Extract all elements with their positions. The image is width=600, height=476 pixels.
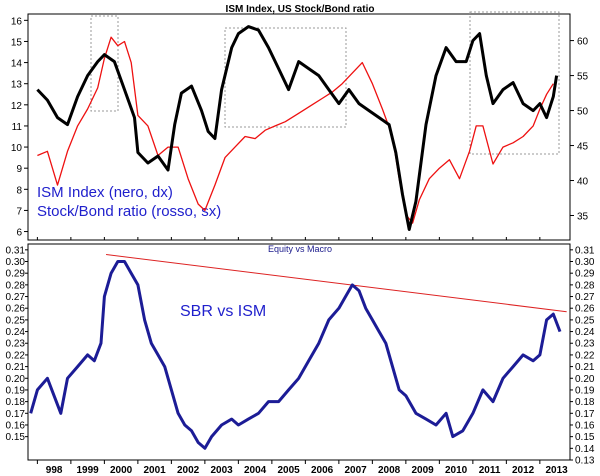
top-left-tick-label: 9 (16, 164, 22, 175)
x-tick-label: 2006 (311, 465, 334, 476)
top-left-tick-label: 7 (16, 206, 22, 217)
bottom-left-tick-label: 0.22 (6, 350, 26, 361)
x-tick-label: 2012 (512, 465, 535, 476)
x-tick-label: 2002 (177, 465, 200, 476)
top-left-axis: 6 7 8 9 10 11 12 13 14 15 16 (11, 16, 28, 239)
bottom-right-tick-label: 0.17 (575, 409, 595, 420)
top-left-tick-label: 13 (11, 80, 23, 91)
top-left-tick-label: 11 (12, 122, 23, 133)
x-tick-label: 998 (46, 465, 63, 476)
bottom-chart-title: Equity vs Macro (268, 244, 332, 254)
ism-index-line (36, 25, 559, 231)
bottom-right-tick-label: 0.29 (575, 269, 595, 280)
top-right-tick-label: 50 (577, 107, 589, 118)
bottom-right-tick-label: 0.27 (575, 292, 595, 303)
x-tick-label: 2004 (244, 465, 267, 476)
bottom-right-tick-label: 0.18 (575, 397, 595, 408)
top-left-tick-label: 12 (11, 101, 23, 112)
bottom-left-tick-label: 0.17 (6, 409, 26, 420)
top-series-group (36, 25, 559, 231)
annotation-sbr-vs-ism: SBR vs ISM (180, 303, 266, 320)
top-right-tick-label: 40 (577, 177, 589, 188)
bottom-right-tick-label: 0.30 (575, 257, 595, 268)
annotation-stock-bond: Stock/Bond ratio (rosso, sx) (37, 203, 221, 220)
bottom-left-tick-label: 0.25 (6, 315, 26, 326)
bottom-left-tick-label: 0.30 (6, 257, 26, 268)
top-right-tick-label: 55 (577, 72, 589, 83)
bottom-left-tick-label: 0.15 (6, 432, 26, 443)
sbr-vs-ism-line (29, 260, 562, 450)
x-tick-label: 2008 (378, 465, 401, 476)
x-tick-label: 1999 (77, 465, 100, 476)
bottom-left-tick-label: 0.23 (6, 339, 26, 350)
stock-bond-ratio-line (37, 36, 554, 224)
bottom-right-tick-label: 0.28 (575, 280, 595, 291)
bottom-left-tick-label: 0.21 (6, 362, 26, 373)
bottom-right-tick-label: 0.25 (575, 315, 595, 326)
top-right-axis: 35 40 45 50 55 60 (570, 37, 589, 223)
bottom-left-tick-label: 0.31 (6, 245, 26, 256)
bottom-left-tick-label: 0.16 (6, 420, 26, 431)
bottom-right-tick-label: 0.26 (575, 304, 595, 315)
top-chart-title: ISM Index, US Stock/Bond ratio (226, 4, 375, 15)
x-tick-label: 2007 (344, 465, 367, 476)
bottom-right-tick-label: 0.23 (575, 339, 595, 350)
bottom-right-tick-label: 0.16 (575, 420, 595, 431)
bottom-left-tick-label: 0.28 (6, 280, 26, 291)
bottom-panel-frame (27, 243, 571, 461)
bottom-right-tick-label: 0.13 (575, 456, 595, 467)
bottom-right-tick-label: 0.24 (575, 327, 595, 338)
bottom-right-tick-label: 0.20 (575, 374, 595, 385)
bottom-left-tick-label: 0.19 (6, 385, 26, 396)
bottom-left-tick-label: 0.26 (6, 304, 26, 315)
bottom-left-axis: 0.150.160.170.180.190.200.210.220.230.24… (6, 245, 28, 443)
top-left-tick-label: 14 (11, 59, 23, 70)
x-tick-label: 2010 (445, 465, 468, 476)
top-panel-frame (27, 13, 571, 241)
annotation-ism-index: ISM Index (nero, dx) (37, 184, 173, 201)
highlight-box-2011 (469, 11, 560, 155)
top-left-tick-label: 16 (11, 16, 23, 27)
x-tick-label: 2003 (210, 465, 233, 476)
top-left-tick-label: 8 (16, 185, 22, 196)
bottom-right-tick-label: 0.19 (575, 385, 595, 396)
top-right-tick-label: 45 (577, 142, 589, 153)
top-left-tick-label: 10 (11, 143, 23, 154)
top-left-tick-label: 6 (16, 228, 22, 239)
top-left-tick-label: 15 (11, 37, 23, 48)
highlight-box-2004 (224, 27, 347, 128)
highlight-box-2000 (90, 15, 119, 112)
x-tick-label: 2009 (411, 465, 434, 476)
x-tick-label: 2013 (545, 465, 568, 476)
x-tick-label: 2000 (110, 465, 133, 476)
x-tick-label: 2001 (143, 465, 166, 476)
bottom-series-group (29, 254, 567, 450)
x-axis: 998 1999 2000 2001 2002 2003 2004 2005 2006 2007 2… (36, 237, 568, 476)
bottom-right-tick-label: 0.14 (575, 444, 595, 455)
bottom-left-tick-label: 0.27 (6, 292, 26, 303)
top-right-tick-label: 35 (577, 212, 589, 223)
bottom-right-axis: 0.130.140.150.160.170.180.190.200.210.22… (570, 245, 595, 467)
bottom-left-tick-label: 0.20 (6, 374, 26, 385)
sbr-trendline (105, 254, 567, 313)
bottom-left-tick-label: 0.18 (6, 397, 26, 408)
x-tick-label: 2011 (479, 465, 501, 476)
bottom-right-tick-label: 0.21 (575, 362, 595, 373)
top-right-tick-label: 60 (577, 37, 589, 48)
bottom-right-tick-label: 0.31 (575, 245, 595, 256)
x-tick-label: 2005 (277, 465, 300, 476)
bottom-left-tick-label: 0.29 (6, 269, 26, 280)
bottom-right-tick-label: 0.22 (575, 350, 595, 361)
bottom-left-tick-label: 0.24 (6, 327, 26, 338)
bottom-right-tick-label: 0.15 (575, 432, 595, 443)
